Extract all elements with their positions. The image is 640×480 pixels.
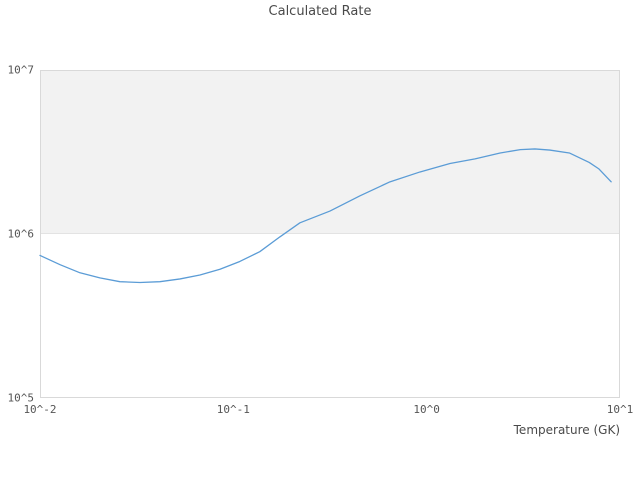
x-tick-label: 10^-2 <box>23 403 57 416</box>
chart-title: Calculated Rate <box>268 4 372 19</box>
x-tick-label: 10^0 <box>413 403 440 416</box>
y-tick-label: 10^6 <box>7 227 35 241</box>
plot-border <box>40 70 620 398</box>
y-tick-label: 10^5 <box>7 391 35 405</box>
x-tick-label: 10^-1 <box>216 403 250 416</box>
y-tick-label: 10^7 <box>7 63 35 77</box>
rate-curve <box>39 148 612 284</box>
x-tick-label: 10^1 <box>606 403 634 416</box>
shaded-band <box>40 70 620 234</box>
x-axis-title: Temperature (GK) <box>513 423 620 437</box>
